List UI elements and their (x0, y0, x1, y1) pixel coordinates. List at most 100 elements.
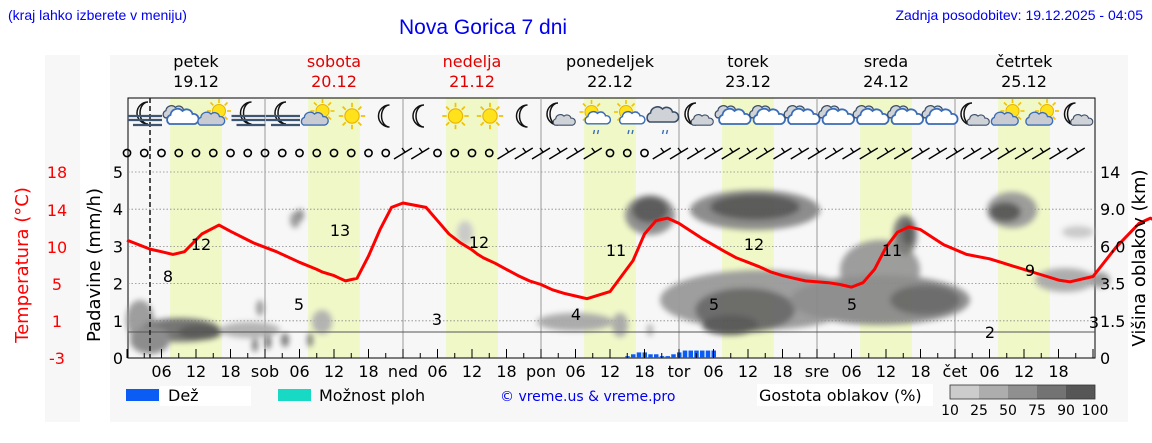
calm-wind-icon (622, 148, 632, 158)
svg-text:1: 1 (52, 312, 62, 331)
svg-text:12: 12 (1014, 362, 1034, 381)
svg-text:3: 3 (1089, 313, 1099, 332)
svg-text:8: 8 (163, 267, 173, 286)
wind-barb-icon (824, 147, 844, 160)
wind-barb-icon (980, 147, 999, 160)
fog-moon-icon (266, 102, 300, 125)
calm-wind-icon (450, 148, 460, 158)
svg-text:18: 18 (47, 163, 67, 182)
svg-text:1.5: 1.5 (1100, 312, 1125, 331)
moon-icon (379, 105, 390, 127)
svg-text:čet: čet (943, 362, 968, 381)
calm-wind-icon (312, 148, 322, 158)
cloud-density-legend-label: Gostota oblakov (%) (759, 386, 922, 405)
shower-legend-swatch (278, 389, 311, 401)
day-header-4: ponedeljek 22.12 (541, 52, 679, 92)
calm-wind-icon (277, 148, 287, 158)
copyright-link[interactable]: © vreme.us & vreme.pro (500, 389, 675, 405)
wind-barb-icon (686, 147, 706, 160)
svg-text:2: 2 (113, 275, 123, 294)
wind-barb-icon (410, 147, 430, 160)
page-title: Nova Gorica 7 dni (399, 16, 568, 39)
day-header-2: sobota 20.12 (265, 52, 403, 92)
grid-lines (128, 98, 1095, 358)
calm-wind-icon (484, 148, 494, 158)
svg-text:06: 06 (979, 362, 999, 381)
svg-text:12: 12 (876, 362, 896, 381)
svg-text:ned: ned (388, 362, 418, 381)
svg-text:6.0: 6.0 (1100, 237, 1125, 256)
svg-text:5: 5 (52, 275, 62, 294)
calm-wind-icon (139, 148, 149, 158)
svg-text:06: 06 (289, 362, 309, 381)
temperature-axis-ticks: 18 14 10 5 1 -3 (47, 163, 67, 368)
wind-barb-icon (1049, 147, 1068, 160)
svg-text:18: 18 (910, 362, 930, 381)
temperature-axis-title: Temperatura (°C) (12, 187, 33, 344)
svg-text:10: 10 (941, 403, 959, 419)
calm-wind-icon (122, 148, 132, 158)
svg-text:tor: tor (668, 362, 691, 381)
wind-barb-icon (393, 147, 413, 160)
calm-wind-icon (640, 148, 649, 158)
day-header-6: sreda 24.12 (817, 52, 955, 92)
calm-wind-icon (381, 148, 391, 158)
day-header-3: nedelja 21.12 (403, 52, 541, 92)
wind-barb-icon (514, 147, 534, 160)
svg-text:12: 12 (744, 235, 764, 254)
day-name: nedelja (442, 52, 502, 71)
day-date: 25.12 (1001, 72, 1047, 91)
svg-text:3.5: 3.5 (1100, 275, 1125, 294)
svg-text:9: 9 (1025, 261, 1035, 280)
svg-text:18: 18 (220, 362, 240, 381)
x-axis-ticks (126, 349, 1094, 358)
fog-moon-icon (128, 102, 162, 125)
wind-barb-icon (842, 147, 861, 160)
wind-barb-icon (1066, 147, 1086, 160)
day-name: četrtek (995, 52, 1053, 71)
cloudy-moon-icon (685, 103, 713, 125)
wind-barb-icon (566, 147, 585, 160)
wind-barb-icon (497, 147, 516, 160)
calm-wind-icon (433, 148, 442, 158)
day-date: 21.12 (449, 72, 495, 91)
cloud-height-axis-title: Višina oblakov (km) (1129, 169, 1150, 346)
rain-legend-bg (160, 386, 251, 406)
svg-text:pon: pon (526, 362, 556, 381)
calm-wind-icon (208, 148, 218, 158)
wind-barb-icon (704, 147, 723, 160)
svg-text:13: 13 (330, 221, 350, 240)
calm-wind-icon (243, 148, 253, 158)
calm-wind-icon (364, 148, 373, 158)
cloud-height-axis-ticks: 14 9.0 6.0 3.5 1.5 0 (1100, 163, 1125, 368)
svg-text:12: 12 (462, 362, 482, 381)
plot-frame (127, 97, 1096, 359)
rain-legend-swatch (126, 389, 159, 401)
cloudy-icon (784, 106, 819, 124)
svg-text:11: 11 (882, 241, 902, 260)
wind-barb-icon (652, 147, 672, 160)
svg-text:5: 5 (294, 295, 304, 314)
day-name: ponedeljek (566, 52, 654, 71)
rain-bars (625, 350, 716, 358)
svg-text:10: 10 (47, 238, 67, 257)
svg-text:12: 12 (324, 362, 344, 381)
svg-text:06: 06 (703, 362, 723, 381)
calm-wind-icon (191, 148, 201, 158)
cloudy-icon (922, 106, 957, 124)
last-update-timestamp: Zadnja posodobitev: 19.12.2025 - 04:05 (895, 7, 1143, 23)
day-name: sreda (863, 52, 909, 71)
calm-wind-icon (174, 148, 184, 158)
cloud-light-rain-icon (647, 107, 678, 134)
svg-text:12: 12 (186, 362, 206, 381)
wind-barb-icon (669, 147, 689, 160)
wind-barb-icon (807, 147, 827, 160)
svg-text:4: 4 (571, 305, 581, 324)
sunny-icon (339, 103, 365, 129)
wind-barb-icon (1031, 147, 1051, 160)
wind-barb-icon (583, 147, 603, 160)
calm-wind-icon (329, 148, 339, 158)
temperature-labels: 8 12 5 13 3 12 4 11 5 12 5 11 2 9 3 (163, 221, 1099, 342)
wind-barb-icon (911, 147, 930, 160)
precipitation-axis-ticks: 5 4 3 2 1 0 (113, 163, 123, 368)
